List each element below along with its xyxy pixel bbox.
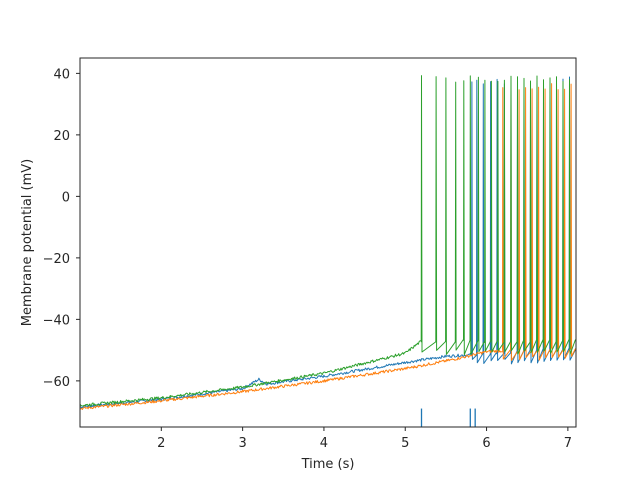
- series-trace-3: [80, 75, 576, 407]
- y-axis-label: Membrane potential (mV): [20, 159, 35, 326]
- y-tick-label: 40: [53, 67, 70, 82]
- y-tick-label: 0: [62, 190, 70, 205]
- x-tick-label: 4: [320, 436, 328, 451]
- x-tick-label: 5: [401, 436, 409, 451]
- y-axis-ticks: −60 −40 −20 0 20 40: [43, 67, 80, 390]
- x-tick-label: 3: [238, 436, 246, 451]
- plot-area: [80, 75, 576, 427]
- x-tick-label: 6: [482, 436, 490, 451]
- x-axis-ticks: 2 3 4 5 6 7: [157, 427, 572, 451]
- axes-frame: [79, 57, 577, 428]
- x-tick-label: 7: [564, 436, 572, 451]
- y-tick-label: −20: [43, 252, 70, 267]
- y-tick-label: −60: [43, 375, 70, 390]
- y-tick-label: 20: [53, 129, 70, 144]
- x-tick-label: 2: [157, 436, 165, 451]
- x-axis-label: Time (s): [301, 457, 355, 472]
- y-tick-label: −40: [43, 313, 70, 328]
- series-trace-2: [80, 83, 576, 410]
